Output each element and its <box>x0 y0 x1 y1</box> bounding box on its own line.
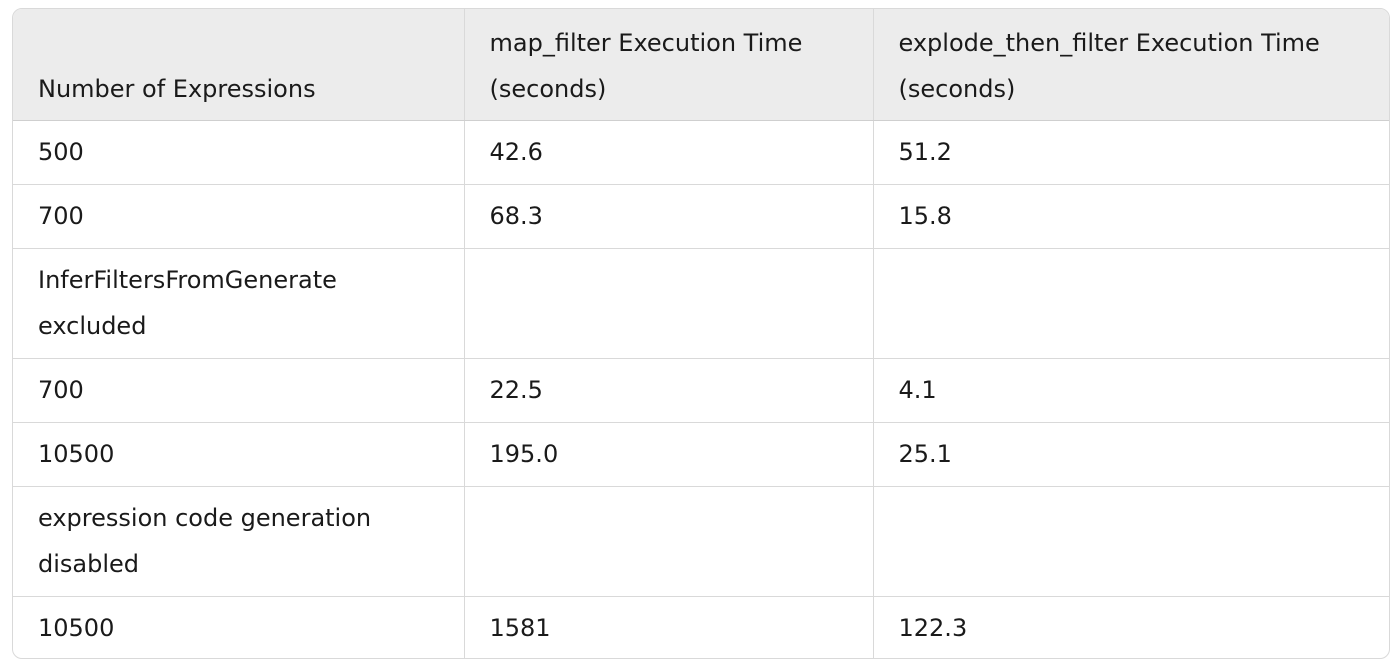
cell-explode-then-filter: 25.1 <box>873 422 1389 487</box>
cell-map-filter <box>464 248 874 359</box>
cell-explode-then-filter: 122.3 <box>898 614 968 643</box>
cell-explode-then-filter: 4.1 <box>873 358 1389 423</box>
cell-section-label: InferFiltersFromGenerate excluded <box>13 248 465 359</box>
table-section-row: expression code generation disabled <box>13 486 1389 597</box>
table-row: 500 42.6 51.2 <box>13 120 1389 185</box>
cell-explode-then-filter: 51.2 <box>873 120 1389 185</box>
table-row: 700 68.3 15.8 <box>13 184 1389 249</box>
cell-section-label: expression code generation disabled <box>13 486 465 597</box>
cell-expressions: 10500 <box>13 596 465 658</box>
cell-map-filter: 42.6 <box>464 120 874 185</box>
cell-map-filter: 195.0 <box>464 422 874 487</box>
cell-map-filter <box>464 486 874 597</box>
table-header-row: Number of Expressions map_filter Executi… <box>13 9 1389 121</box>
table-row: 700 22.5 4.1 <box>13 358 1389 423</box>
cell-map-filter: 68.3 <box>464 184 874 249</box>
cell-explode-then-filter <box>873 486 1389 597</box>
header-number-of-expressions: Number of Expressions <box>13 9 465 121</box>
results-table: Number of Expressions map_filter Executi… <box>13 9 1389 658</box>
header-explode-then-filter-time: explode_then_filter Execution Time (seco… <box>873 9 1389 121</box>
cell-explode-then-filter <box>873 248 1389 359</box>
cell-explode-then-filter: 15.8 <box>873 184 1389 249</box>
cell-expressions: 700 <box>13 184 465 249</box>
cell-expressions: 500 <box>13 120 465 185</box>
table-row: 10500 195.0 25.1 <box>13 422 1389 487</box>
cell-expressions: 700 <box>13 358 465 423</box>
table-section-row: InferFiltersFromGenerate excluded <box>13 248 1389 359</box>
table-row: 10500 1581 122.3 <box>13 596 1389 658</box>
cell-map-filter: 22.5 <box>464 358 874 423</box>
cell-map-filter: 1581 <box>464 596 874 658</box>
header-map-filter-time: map_filter Execution Time (seconds) <box>464 9 874 121</box>
results-table-container: Number of Expressions map_filter Executi… <box>12 8 1390 659</box>
cell-expressions: 10500 <box>13 422 465 487</box>
